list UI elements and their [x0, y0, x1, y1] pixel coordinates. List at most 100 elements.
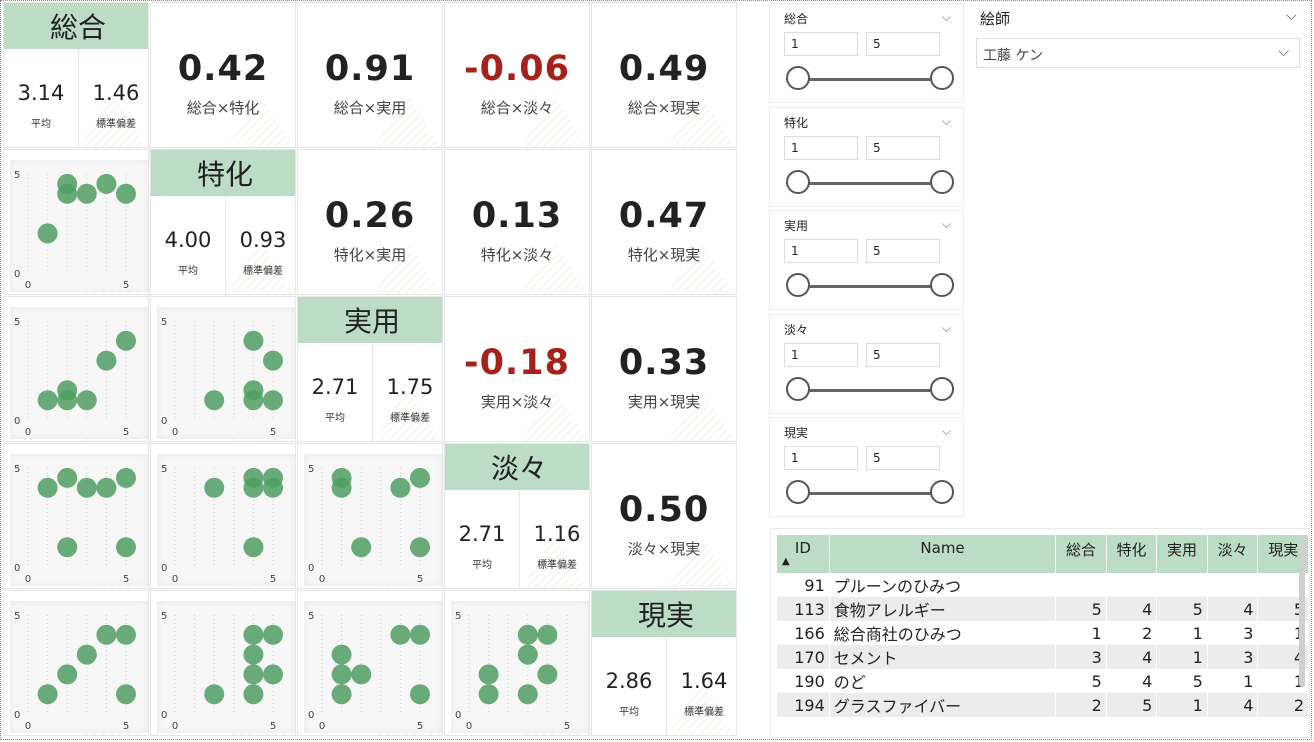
scatter-point[interactable]: [263, 390, 283, 411]
scatter-point[interactable]: [331, 684, 352, 705]
scatter-point[interactable]: [37, 390, 58, 411]
scatter-point[interactable]: [390, 624, 411, 645]
scatter-point[interactable]: [331, 477, 352, 498]
scatter-plot[interactable]: 0 5 0 5: [157, 307, 295, 439]
slider-max-handle[interactable]: [930, 66, 954, 90]
sort-ascending-icon[interactable]: ▲: [782, 556, 790, 567]
table-row[interactable]: 91 プルーンのひみつ: [777, 573, 1309, 597]
scatter-point[interactable]: [37, 684, 58, 705]
scatter-point[interactable]: [410, 684, 430, 705]
scatter-point[interactable]: [96, 173, 117, 194]
table-row[interactable]: 170セメント34134: [777, 645, 1309, 669]
scatter-point[interactable]: [517, 684, 538, 705]
slider-max-handle[interactable]: [930, 376, 954, 401]
scatter-point[interactable]: [116, 183, 136, 204]
chevron-down-icon[interactable]: ⌵: [941, 424, 951, 438]
scatter-point[interactable]: [243, 330, 264, 351]
scatter-point[interactable]: [57, 664, 78, 685]
column-header[interactable]: ID ▲: [777, 535, 830, 573]
slider-max-handle[interactable]: [930, 169, 954, 194]
scatter-point[interactable]: [517, 644, 538, 665]
column-header[interactable]: 総合: [1055, 535, 1107, 573]
slider-max-handle[interactable]: [930, 273, 954, 297]
scatter-plot[interactable]: 0 5 0 5: [10, 601, 148, 733]
scatter-point[interactable]: [263, 624, 283, 645]
scatter-point[interactable]: [517, 624, 538, 645]
scatter-point[interactable]: [76, 644, 97, 665]
slider-max-handle[interactable]: [930, 480, 954, 504]
slicer-max-input[interactable]: 5: [866, 446, 940, 470]
scatter-point[interactable]: [331, 664, 352, 685]
scatter-point[interactable]: [96, 477, 117, 498]
chevron-down-icon[interactable]: ⌵: [941, 217, 951, 231]
slicer-max-input[interactable]: 5: [866, 239, 940, 263]
scatter-point[interactable]: [243, 537, 264, 558]
scatter-point[interactable]: [243, 624, 264, 645]
artist-dropdown[interactable]: 工藤 ケン ⌵: [976, 38, 1300, 68]
scatter-point[interactable]: [116, 330, 136, 351]
scatter-plot[interactable]: 0 5 0 5: [451, 601, 589, 733]
scatter-point[interactable]: [410, 537, 430, 558]
scatter-plot[interactable]: 0 5 0 5: [157, 454, 295, 586]
scatter-point[interactable]: [263, 350, 283, 371]
scatter-point[interactable]: [243, 390, 264, 411]
scatter-point[interactable]: [96, 624, 117, 645]
scatter-point[interactable]: [331, 644, 352, 665]
scatter-plot[interactable]: 0 5 0 5: [10, 454, 148, 586]
scatter-point[interactable]: [204, 390, 225, 411]
scatter-point[interactable]: [57, 390, 78, 411]
scatter-point[interactable]: [76, 390, 97, 411]
slicer-min-input[interactable]: 1: [784, 342, 858, 367]
scatter-point[interactable]: [96, 350, 117, 371]
slicer-min-input[interactable]: 1: [784, 32, 858, 56]
chevron-down-icon[interactable]: ⌵: [1286, 8, 1297, 24]
scatter-point[interactable]: [243, 684, 264, 705]
scatter-plot[interactable]: 0 5 0 5: [304, 454, 442, 586]
slider-min-handle[interactable]: [786, 376, 810, 401]
scatter-point[interactable]: [243, 644, 264, 665]
slicer-max-input[interactable]: 5: [866, 342, 940, 367]
scatter-plot[interactable]: 0 5 0 5: [10, 160, 148, 292]
table-scrollbar[interactable]: [1299, 537, 1305, 687]
slider-track[interactable]: [800, 181, 944, 185]
scatter-point[interactable]: [57, 467, 78, 488]
scatter-point[interactable]: [204, 684, 225, 705]
column-header[interactable]: 淡々: [1207, 535, 1259, 573]
column-header[interactable]: 実用: [1156, 535, 1208, 573]
scatter-point[interactable]: [37, 477, 58, 498]
scatter-point[interactable]: [57, 537, 78, 558]
scatter-plot[interactable]: 0 5 0 5: [10, 307, 148, 439]
scatter-plot[interactable]: 0 5 0 5: [304, 601, 442, 733]
scatter-point[interactable]: [243, 664, 264, 685]
scatter-point[interactable]: [37, 223, 58, 244]
scatter-plot[interactable]: 0 5 0 5: [157, 601, 295, 733]
scatter-point[interactable]: [351, 537, 372, 558]
scatter-point[interactable]: [243, 477, 264, 498]
slicer-max-input[interactable]: 5: [866, 32, 940, 56]
scatter-point[interactable]: [478, 684, 499, 705]
scatter-point[interactable]: [116, 467, 136, 488]
scatter-point[interactable]: [204, 477, 225, 498]
slicer-min-input[interactable]: 1: [784, 239, 858, 263]
scatter-point[interactable]: [537, 664, 558, 685]
scatter-point[interactable]: [390, 477, 411, 498]
table-row[interactable]: 194 グラスファイバー 2 5 1 4 2: [777, 693, 1309, 717]
scatter-point[interactable]: [537, 624, 558, 645]
scatter-point[interactable]: [478, 664, 499, 685]
slicer-min-input[interactable]: 1: [784, 135, 858, 160]
slider-track[interactable]: [800, 388, 944, 392]
slider-min-handle[interactable]: [786, 66, 810, 90]
scatter-point[interactable]: [76, 183, 97, 204]
chevron-down-icon[interactable]: ⌵: [941, 113, 951, 128]
scatter-point[interactable]: [116, 684, 136, 705]
slider-track[interactable]: [800, 492, 944, 495]
scatter-point[interactable]: [57, 183, 78, 204]
slicer-min-input[interactable]: 1: [784, 446, 858, 470]
scatter-point[interactable]: [410, 624, 430, 645]
scatter-point[interactable]: [116, 537, 136, 558]
chevron-down-icon[interactable]: ⌵: [941, 320, 951, 335]
slicer-max-input[interactable]: 5: [866, 135, 940, 160]
scatter-point[interactable]: [410, 467, 430, 488]
